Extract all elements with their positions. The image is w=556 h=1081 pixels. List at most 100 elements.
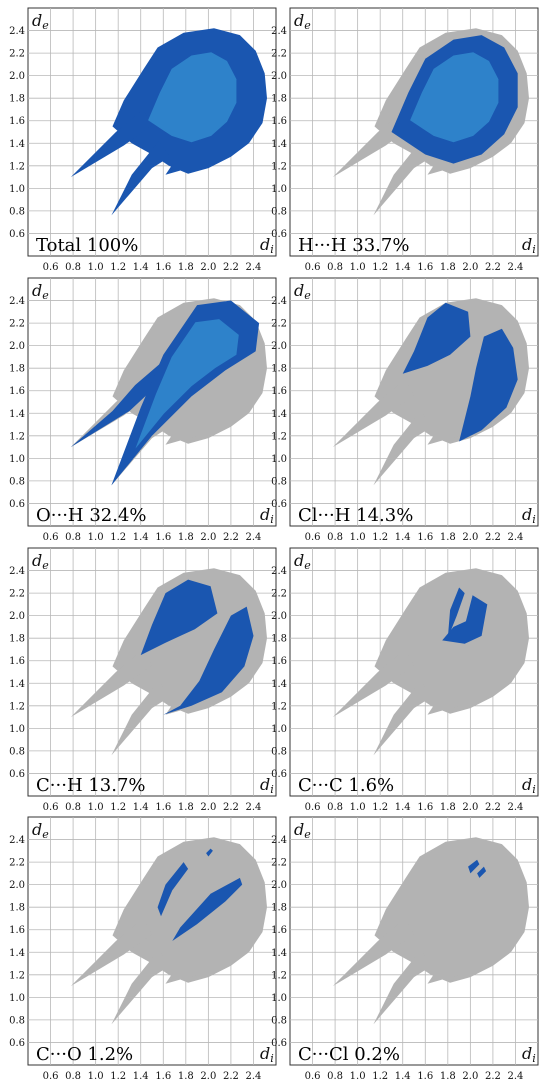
y-tick-label: 0.8	[9, 476, 25, 487]
y-tick-label: 1.8	[271, 364, 287, 375]
x-tick-label: 1.0	[88, 532, 104, 543]
y-tick-label: 0.6	[9, 229, 25, 240]
fingerprint-density-core	[135, 319, 239, 449]
x-tick-label: 2.4	[246, 532, 262, 543]
x-tick-label: 0.6	[43, 802, 59, 813]
x-tick-label: 1.0	[88, 802, 104, 813]
y-tick-label: 2.0	[271, 71, 287, 82]
fingerprint-highlight-region	[477, 866, 487, 878]
fingerprint-density-core	[410, 52, 499, 143]
y-tick-label: 1.4	[9, 948, 25, 959]
x-tick-label: 2.0	[200, 532, 216, 543]
x-tick-label: 2.2	[485, 1071, 501, 1081]
x-tick-label: 1.8	[440, 1071, 456, 1081]
y-tick-label: 1.6	[9, 656, 25, 667]
x-tick-label: 2.0	[462, 532, 478, 543]
y-tick-label: 0.8	[9, 746, 25, 757]
y-tick-label: 2.2	[271, 858, 287, 869]
x-tick-label: 1.4	[395, 802, 411, 813]
y-tick-label: 2.0	[271, 611, 287, 622]
y-tick-label: 1.0	[271, 454, 287, 465]
fingerprint-highlight-region	[447, 587, 465, 639]
fingerprint-highlight-region	[157, 862, 189, 917]
x-tick-label: 1.6	[417, 262, 433, 273]
x-tick-label: 1.6	[417, 802, 433, 813]
x-tick-label: 1.4	[133, 1071, 149, 1081]
x-tick-label: 2.4	[246, 802, 262, 813]
fingerprint-panel-6: 0.6 0.8 1.0 1.2 1.4 1.6 1.8 2.0 2.2 2.4 0.6 0.8 1.0 1…	[271, 547, 539, 813]
y-tick-label: 1.4	[271, 948, 287, 959]
panel-contact-label: C···C 1.6%	[298, 775, 394, 796]
y-tick-label: 2.4	[9, 296, 25, 307]
fingerprint-background-region	[111, 950, 170, 1025]
y-tick-label: 1.6	[271, 386, 287, 397]
x-tick-label: 0.8	[327, 802, 343, 813]
fingerprint-highlight-region	[111, 141, 170, 216]
x-tick-label: 1.0	[350, 532, 366, 543]
x-tick-label: 0.8	[65, 532, 81, 543]
y-tick-label: 2.0	[9, 71, 25, 82]
fingerprint-panel-4: 0.6 0.8 1.0 1.2 1.4 1.6 1.8 2.0 2.2 2.4 0.6 0.8 1.0 1…	[271, 277, 539, 543]
fingerprint-background-region	[332, 649, 414, 718]
x-tick-label: 2.2	[223, 532, 239, 543]
y-tick-label: 1.8	[271, 634, 287, 645]
x-tick-label: 2.2	[485, 532, 501, 543]
y-tick-label: 1.8	[9, 634, 25, 645]
x-tick-label: 1.0	[88, 1071, 104, 1081]
panel-contact-label: Total 100%	[36, 235, 138, 256]
fingerprint-background-region	[332, 379, 414, 448]
x-tick-label: 2.4	[246, 1071, 262, 1081]
x-tick-label: 1.8	[178, 532, 194, 543]
x-tick-label: 1.2	[372, 532, 388, 543]
y-tick-label: 1.4	[9, 139, 25, 150]
fingerprint-panel-5: 0.6 0.8 1.0 1.2 1.4 1.6 1.8 2.0 2.2 2.4 0.6 0.8 1.0 1…	[9, 547, 277, 813]
y-tick-label: 0.6	[271, 229, 287, 240]
x-tick-label: 2.4	[508, 532, 524, 543]
fingerprint-background-region	[112, 837, 267, 983]
x-tick-label: 0.6	[305, 802, 321, 813]
y-tick-label: 1.8	[271, 94, 287, 105]
y-tick-label: 1.8	[9, 903, 25, 914]
fingerprint-background-region	[427, 950, 473, 984]
fingerprint-highlight-region	[172, 877, 243, 941]
x-tick-label: 0.8	[327, 1071, 343, 1081]
x-tick-label: 1.2	[372, 1071, 388, 1081]
y-tick-label: 0.8	[271, 476, 287, 487]
x-tick-label: 1.6	[417, 1071, 433, 1081]
y-tick-label: 1.0	[9, 993, 25, 1004]
y-tick-label: 1.4	[9, 409, 25, 420]
fingerprint-background-region	[165, 950, 211, 984]
panel-contact-label: H···H 33.7%	[298, 235, 409, 256]
y-tick-label: 2.2	[271, 589, 287, 600]
y-tick-label: 2.2	[271, 319, 287, 330]
x-tick-label: 1.8	[440, 262, 456, 273]
y-tick-label: 0.8	[9, 206, 25, 217]
y-tick-label: 1.2	[9, 431, 25, 442]
y-tick-label: 1.8	[9, 364, 25, 375]
y-tick-label: 1.2	[9, 970, 25, 981]
y-tick-label: 1.4	[9, 679, 25, 690]
x-tick-label: 1.4	[395, 262, 411, 273]
y-tick-label: 1.4	[271, 409, 287, 420]
x-tick-label: 1.4	[395, 532, 411, 543]
x-tick-label: 1.4	[395, 1071, 411, 1081]
y-tick-label: 2.2	[9, 858, 25, 869]
fingerprint-background-region	[373, 681, 432, 756]
y-tick-label: 2.4	[271, 835, 287, 846]
fingerprint-background-region	[373, 950, 432, 1025]
fingerprint-highlight-region	[70, 109, 152, 178]
y-tick-label: 1.4	[271, 679, 287, 690]
x-tick-label: 2.4	[246, 262, 262, 273]
y-tick-label: 0.6	[9, 1038, 25, 1049]
x-tick-label: 2.2	[223, 262, 239, 273]
x-tick-label: 0.6	[305, 1071, 321, 1081]
y-tick-label: 2.0	[9, 880, 25, 891]
fingerprint-background-region	[70, 649, 152, 718]
y-tick-label: 0.6	[9, 769, 25, 780]
x-tick-label: 2.0	[200, 1071, 216, 1081]
x-tick-label: 1.6	[155, 1071, 171, 1081]
y-tick-label: 0.6	[271, 1038, 287, 1049]
x-tick-label: 1.0	[88, 262, 104, 273]
y-tick-label: 1.8	[9, 94, 25, 105]
